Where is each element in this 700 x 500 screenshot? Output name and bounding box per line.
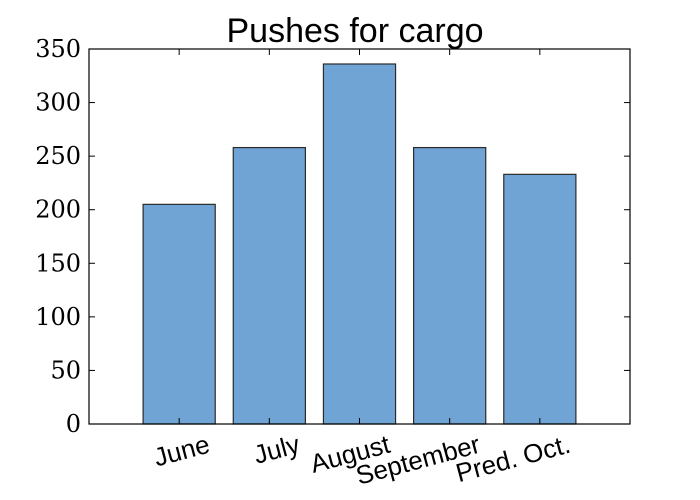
y-tick-label: 300 — [35, 89, 81, 117]
y-tick-label: 0 — [66, 410, 81, 438]
bar-september — [413, 146, 487, 425]
plot-frame — [88, 48, 631, 425]
bar-august — [322, 63, 397, 425]
chart-title: Pushes for cargo — [226, 12, 483, 50]
x-tick-label: July — [250, 429, 302, 470]
y-tick-label: 250 — [35, 142, 81, 170]
y-tick-label: 350 — [35, 35, 81, 63]
bars-group — [142, 63, 577, 425]
y-tick-label: 50 — [50, 356, 81, 384]
y-tick-label: 150 — [35, 249, 81, 277]
x-tick-label: June — [150, 429, 212, 473]
bar-pred-oct- — [503, 173, 577, 425]
bar-june — [142, 203, 216, 425]
bar-july — [232, 146, 306, 425]
y-tick-label: 100 — [35, 303, 81, 331]
y-tick-label: 200 — [35, 196, 81, 224]
y-axis: 0 50 100 150 200 250 300 350 — [35, 35, 630, 438]
